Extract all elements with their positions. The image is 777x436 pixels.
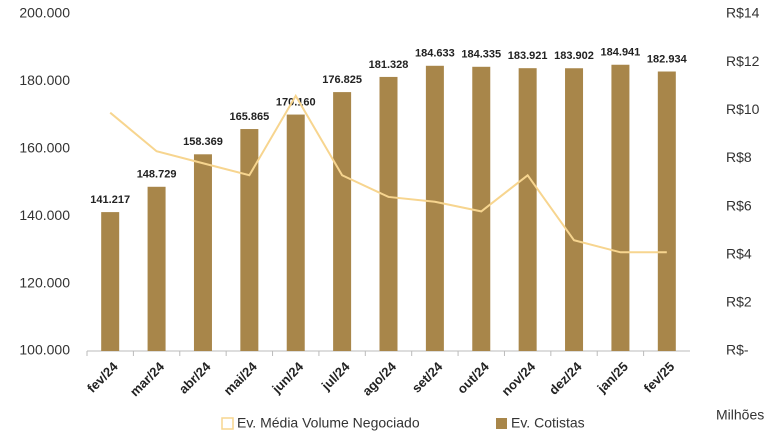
bar xyxy=(611,64,630,351)
y-tick-label: 100.000 xyxy=(19,342,70,358)
x-tick-label: jul/24 xyxy=(318,358,353,393)
bar xyxy=(565,68,584,352)
legend-swatch xyxy=(221,417,234,430)
y2-unit: Milhões xyxy=(716,407,764,423)
x-tick-label: abr/24 xyxy=(176,358,214,396)
data-label: 148.729 xyxy=(137,169,177,181)
bar xyxy=(147,186,166,351)
y2-tick-label: R$4 xyxy=(726,245,752,261)
bar xyxy=(286,114,305,352)
data-label: 158.369 xyxy=(183,136,223,148)
x-tick-label: dez/24 xyxy=(546,358,585,397)
y2-tick-label: R$- xyxy=(726,342,749,358)
y-tick-label: 180.000 xyxy=(19,72,70,88)
line xyxy=(109,93,667,254)
data-label: 184.941 xyxy=(601,47,641,59)
legend-label: Ev. Cotistas xyxy=(511,415,585,431)
x-tick-label: mar/24 xyxy=(127,358,168,399)
x-tick-label: nov/24 xyxy=(498,358,538,398)
y2-tick-label: R$2 xyxy=(726,294,752,310)
y-tick-label: 140.000 xyxy=(19,207,70,223)
x-tick-label: fev/24 xyxy=(84,358,121,395)
y-tick-label: 120.000 xyxy=(19,274,70,290)
data-label: 183.902 xyxy=(554,50,594,62)
y2-tick-label: R$12 xyxy=(726,53,760,69)
x-tick-label: ago/24 xyxy=(359,358,399,398)
x-tick-label: fev/25 xyxy=(641,359,678,396)
bar xyxy=(240,129,259,351)
y-tick-label: 200.000 xyxy=(19,5,70,21)
data-label: 141.217 xyxy=(90,194,130,206)
data-label: 184.633 xyxy=(415,48,455,60)
data-label: 182.934 xyxy=(647,53,688,65)
legend-swatch xyxy=(496,418,507,429)
bar xyxy=(657,71,676,351)
bar xyxy=(101,212,120,351)
data-label: 183.921 xyxy=(508,50,548,62)
bar xyxy=(472,66,491,351)
x-tick-label: mai/24 xyxy=(221,358,261,398)
bar xyxy=(193,154,212,351)
y2-tick-label: R$6 xyxy=(726,197,752,213)
data-label: 181.328 xyxy=(369,59,409,71)
data-label: 176.825 xyxy=(322,74,362,86)
bar xyxy=(425,65,444,351)
data-label: 165.865 xyxy=(229,111,269,123)
data-label: 184.335 xyxy=(461,49,501,61)
bar xyxy=(518,68,537,352)
y-tick-label: 160.000 xyxy=(19,140,70,156)
x-tick-label: set/24 xyxy=(409,358,446,395)
data-label: 170.160 xyxy=(276,96,316,108)
x-tick-label: jun/24 xyxy=(268,358,306,396)
y2-tick-label: R$14 xyxy=(726,5,760,21)
y2-tick-label: R$10 xyxy=(726,101,760,117)
legend-label: Ev. Média Volume Negociado xyxy=(237,415,420,431)
y2-tick-label: R$8 xyxy=(726,149,752,165)
x-tick-label: jan/25 xyxy=(594,359,631,396)
bar xyxy=(379,76,398,352)
x-tick-label: out/24 xyxy=(454,358,492,396)
bar xyxy=(333,92,352,352)
